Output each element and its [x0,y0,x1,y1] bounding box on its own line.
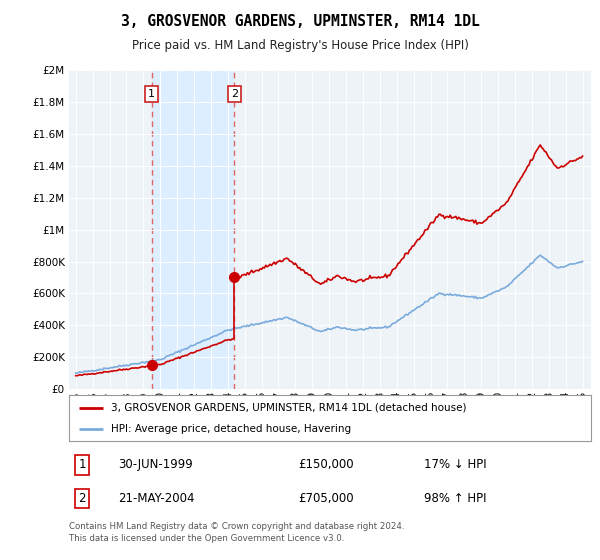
Text: 2: 2 [78,492,86,505]
Text: 1: 1 [78,458,86,472]
Text: 17% ↓ HPI: 17% ↓ HPI [424,458,487,472]
Text: Contains HM Land Registry data © Crown copyright and database right 2024.
This d: Contains HM Land Registry data © Crown c… [69,522,404,543]
Text: 21-MAY-2004: 21-MAY-2004 [119,492,195,505]
Text: 30-JUN-1999: 30-JUN-1999 [119,458,193,472]
Text: 3, GROSVENOR GARDENS, UPMINSTER, RM14 1DL (detached house): 3, GROSVENOR GARDENS, UPMINSTER, RM14 1D… [111,403,466,413]
Text: 2: 2 [230,89,238,99]
Text: 1: 1 [148,89,155,99]
Text: HPI: Average price, detached house, Havering: HPI: Average price, detached house, Have… [111,424,351,434]
Text: 98% ↑ HPI: 98% ↑ HPI [424,492,487,505]
Text: £150,000: £150,000 [299,458,355,472]
Bar [152,70,234,389]
Text: Price paid vs. HM Land Registry's House Price Index (HPI): Price paid vs. HM Land Registry's House … [131,39,469,52]
Text: 3, GROSVENOR GARDENS, UPMINSTER, RM14 1DL: 3, GROSVENOR GARDENS, UPMINSTER, RM14 1D… [121,14,479,29]
Text: £705,000: £705,000 [299,492,355,505]
